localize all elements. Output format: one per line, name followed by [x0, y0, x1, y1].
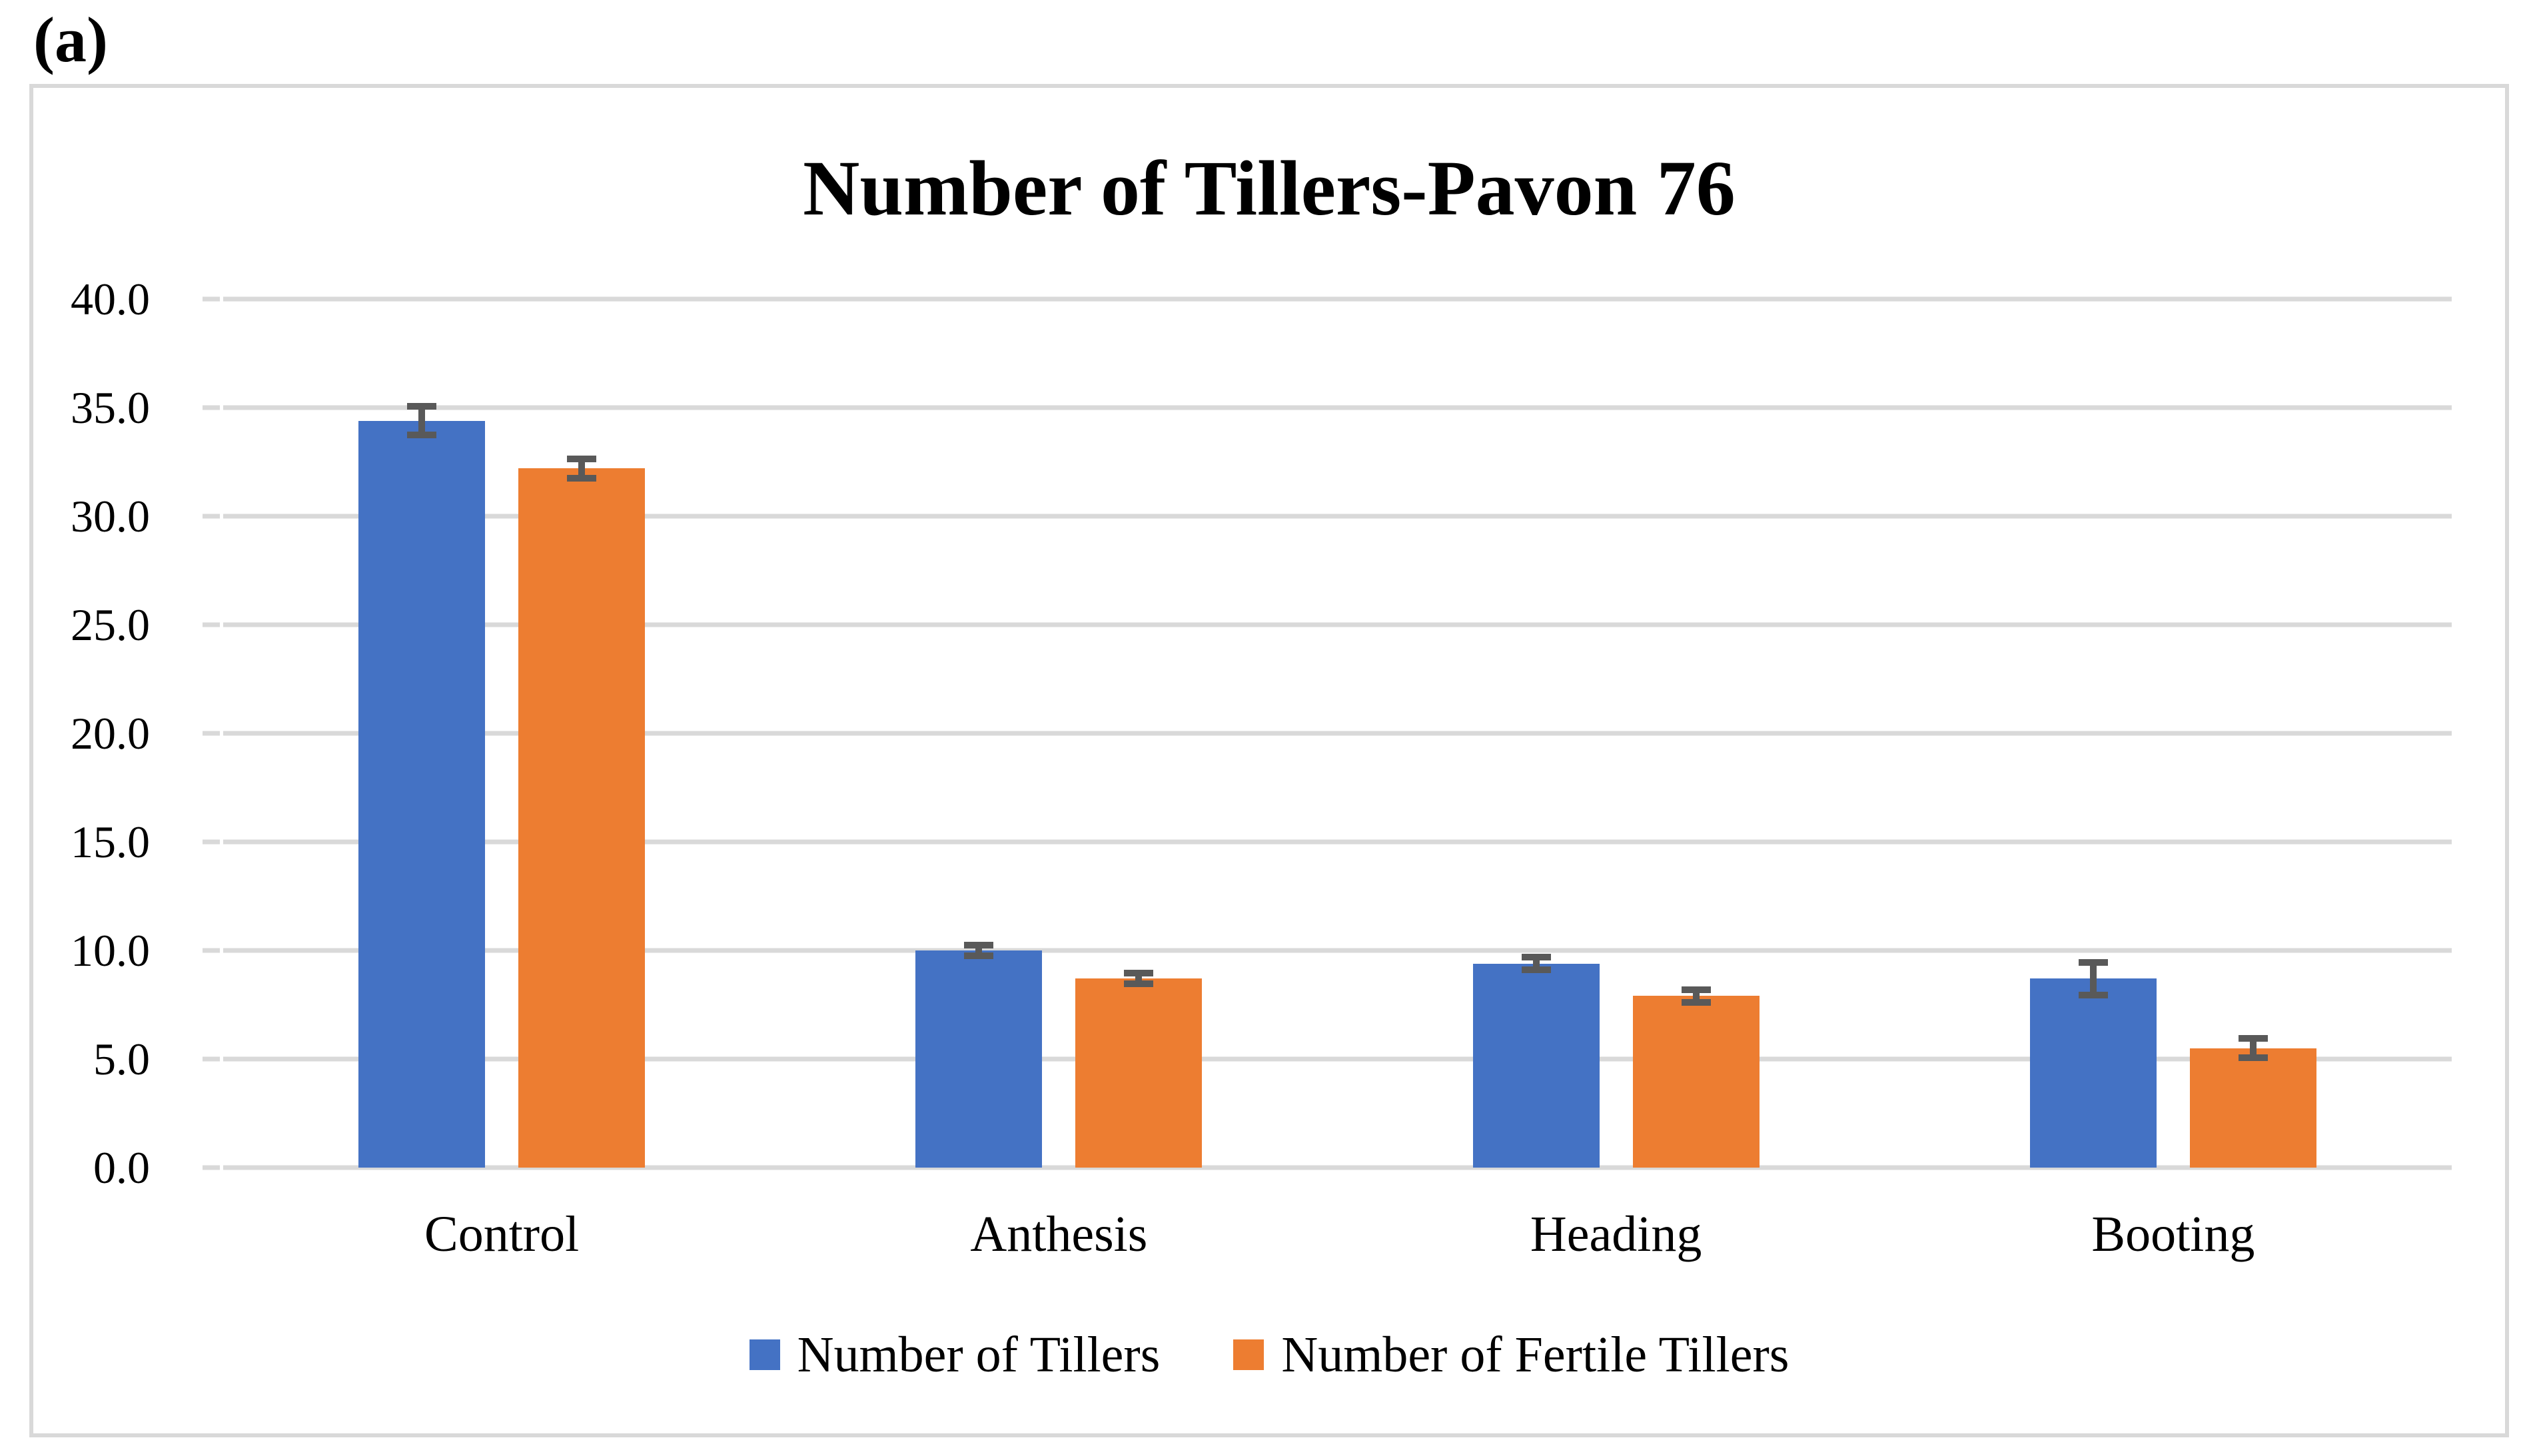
error-bar-cap-bottom — [1681, 999, 1711, 1006]
bar-number-of-fertile-tillers-anthesis — [1075, 970, 1203, 1168]
y-tick-label: 35.0 — [71, 382, 150, 433]
bar-number-of-tillers-booting — [2029, 959, 2157, 1168]
bar-pair — [223, 299, 780, 1168]
gridline — [223, 948, 2452, 953]
error-bar-line — [1135, 970, 1143, 988]
y-tick-mark — [203, 948, 220, 953]
error-bar — [567, 455, 597, 482]
error-bar — [1124, 970, 1154, 988]
bar-pair — [780, 299, 1337, 1168]
y-tick-mark — [203, 622, 220, 627]
y-tick-label: 25.0 — [71, 599, 150, 650]
y-tick-mark — [203, 405, 220, 410]
gridline — [223, 839, 2452, 845]
error-bar — [1681, 986, 1711, 1006]
bar-pair — [1338, 299, 1895, 1168]
error-bar-line — [1532, 953, 1540, 974]
gridline — [223, 731, 2452, 736]
x-tick-label-control: Control — [424, 1206, 580, 1262]
y-tick-mark — [203, 1056, 220, 1062]
bar-number-of-tillers-control — [358, 403, 486, 1168]
error-bar-cap-bottom — [2238, 1054, 2268, 1062]
error-bar-line — [418, 403, 426, 438]
gridline — [223, 1056, 2452, 1062]
y-tick-label: 30.0 — [71, 491, 150, 542]
legend-label: Number of Fertile Tillers — [1281, 1327, 1789, 1383]
error-bar-cap-bottom — [964, 952, 994, 960]
error-bar-line — [975, 941, 983, 960]
legend-swatch — [1233, 1339, 1264, 1370]
chart-frame: Number of Tillers-Pavon 76 40.0 35.0 30.0 2… — [29, 84, 2509, 1437]
error-bar-cap-top — [2078, 959, 2108, 966]
error-bar — [1521, 953, 1551, 974]
bar-number-of-fertile-tillers-control — [518, 455, 646, 1168]
bar-group-heading — [1338, 299, 1895, 1168]
error-bar-cap-bottom — [1124, 980, 1154, 988]
gridline — [223, 1165, 2452, 1170]
x-tick-label-anthesis: Anthesis — [970, 1206, 1148, 1262]
gridline — [223, 296, 2452, 302]
error-bar — [2238, 1035, 2268, 1062]
y-tick-mark — [203, 731, 220, 736]
legend-swatch — [749, 1339, 780, 1370]
bar-number-of-tillers-anthesis — [915, 941, 1043, 1168]
error-bar — [964, 941, 994, 960]
bar-group-control — [223, 299, 780, 1168]
x-tick-label-heading: Heading — [1530, 1206, 1702, 1262]
y-tick-mark — [203, 839, 220, 845]
y-tick-mark — [203, 296, 220, 302]
error-bar-cap-top — [407, 403, 437, 410]
legend-label: Number of Tillers — [797, 1327, 1161, 1383]
error-bar — [2078, 959, 2108, 998]
bar-pair — [1895, 299, 2452, 1168]
error-bar — [407, 403, 437, 438]
error-bar-line — [2249, 1035, 2257, 1062]
y-tick-label: 15.0 — [71, 817, 150, 867]
bar-group-booting — [1895, 299, 2452, 1168]
chart-title: Number of Tillers-Pavon 76 — [803, 145, 1736, 232]
legend-item-number-of-tillers: Number of Tillers — [749, 1327, 1161, 1383]
gridline — [223, 514, 2452, 519]
y-tick-label: 40.0 — [71, 274, 150, 324]
error-bar-cap-bottom — [1521, 966, 1551, 974]
gridline — [223, 405, 2452, 410]
error-bar-line — [578, 455, 586, 482]
error-bar-cap-top — [1681, 986, 1711, 993]
error-bar-cap-top — [2238, 1035, 2268, 1042]
bar-group-anthesis — [780, 299, 1337, 1168]
error-bar-cap-bottom — [2078, 991, 2108, 998]
gridline — [223, 622, 2452, 627]
error-bar-cap-top — [1521, 953, 1551, 960]
bar-number-of-fertile-tillers-booting — [2189, 1035, 2316, 1168]
x-tick-label-booting: Booting — [2091, 1206, 2255, 1262]
error-bar-cap-bottom — [407, 431, 437, 438]
legend: Number of Tillers Number of Fertile Tille… — [33, 1329, 2505, 1380]
error-bar-cap-bottom — [567, 474, 597, 482]
plot-area — [203, 296, 2452, 1170]
bar-number-of-tillers-heading — [1472, 953, 1600, 1168]
panel-label: (a) — [33, 4, 108, 75]
error-bar-line — [1692, 986, 1700, 1006]
y-tick-label: 10.0 — [71, 925, 150, 976]
y-tick-label: 0.0 — [93, 1142, 150, 1193]
y-tick-mark — [203, 514, 220, 519]
legend-item-number-of-fertile-tillers: Number of Fertile Tillers — [1233, 1329, 1789, 1380]
error-bar-cap-top — [567, 455, 597, 462]
x-axis: Control Anthesis Heading Booting — [223, 1206, 2452, 1263]
error-bar-cap-top — [964, 941, 994, 948]
y-axis: 40.0 35.0 30.0 25.0 20.0 15.0 10.0 5.0 0.0 — [33, 276, 150, 1190]
y-tick-label: 5.0 — [93, 1034, 150, 1084]
error-bar-line — [2089, 959, 2097, 998]
y-tick-mark — [203, 1165, 220, 1170]
error-bar-cap-top — [1124, 970, 1154, 977]
bar-number-of-fertile-tillers-heading — [1632, 986, 1760, 1168]
y-tick-label: 20.0 — [71, 708, 150, 759]
